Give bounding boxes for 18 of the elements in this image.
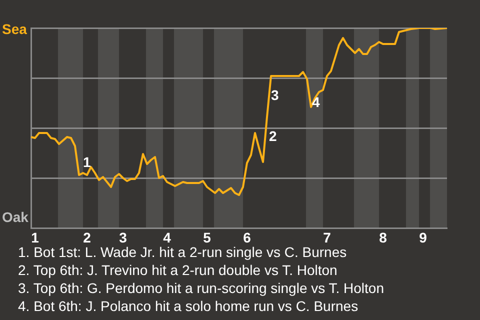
annotation: 1 — [83, 154, 91, 170]
annotation: 2 — [269, 128, 277, 144]
x-tick-label: 8 — [379, 229, 388, 246]
text: 4. Bot 6th: J. Polanco hit a solo home run vs C. Burnes — [18, 297, 360, 315]
text: Sea — [2, 20, 28, 37]
text: 1. Bot 1st: L. Wade Jr. hit a 2-run single vs C. Burnes — [18, 244, 347, 260]
x-tick-label: 4 — [163, 229, 172, 246]
x-tick-label: 3 — [119, 229, 128, 246]
annotation: 3 — [271, 86, 279, 103]
text: 3. Top 6th: G. Perdomo hit a run-scoring single vs T. Holton — [18, 279, 384, 297]
text: Oak — [2, 208, 29, 225]
x-tick-label: 2 — [83, 229, 92, 246]
text: 2. Top 6th: J. Trevino hit a 2-run double vs T. Holton — [18, 261, 338, 279]
x-tick-label: 1 — [31, 229, 40, 246]
x-tick-label: 6 — [243, 229, 252, 246]
x-tick-label: 9 — [419, 229, 428, 246]
x-tick-label: 5 — [203, 229, 212, 246]
x-tick-label: 7 — [323, 229, 332, 246]
